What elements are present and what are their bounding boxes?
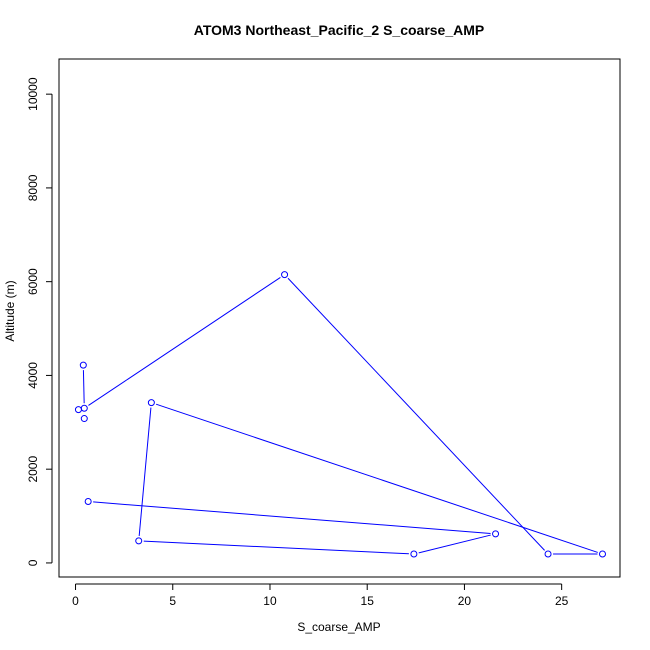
data-point — [492, 530, 500, 538]
y-axis: 0 2000 4000 6000 8000 10000 — [26, 77, 53, 566]
series-line-segment — [287, 277, 545, 551]
y-tick-label: 0 — [26, 559, 40, 566]
y-tick-label: 6000 — [26, 268, 40, 295]
series-line-segment — [155, 403, 598, 553]
data-point — [74, 406, 82, 414]
x-tick-label: 0 — [72, 594, 79, 608]
chart-title: ATOM3 Northeast_Pacific_2 S_coarse_AMP — [194, 22, 485, 38]
x-tick-label: 25 — [555, 594, 569, 608]
series-line-segment — [93, 501, 491, 534]
data-series — [74, 271, 606, 558]
x-tick-label: 10 — [263, 594, 277, 608]
data-point — [544, 550, 552, 558]
data-point — [281, 271, 289, 279]
series-line-segment — [82, 370, 85, 404]
x-axis-label: S_coarse_AMP — [297, 620, 380, 634]
series-line-segment — [88, 276, 281, 406]
data-point — [79, 361, 87, 369]
series-line-segment — [138, 407, 152, 536]
data-point — [80, 415, 88, 423]
x-axis: 0 5 10 15 20 25 — [72, 583, 569, 608]
x-tick-label: 15 — [361, 594, 375, 608]
x-tick-label: 5 — [169, 594, 176, 608]
y-tick-label: 2000 — [26, 456, 40, 483]
data-point — [135, 537, 143, 545]
data-point — [80, 404, 88, 412]
data-point — [410, 550, 418, 558]
data-point — [598, 550, 606, 558]
y-tick-label: 4000 — [26, 362, 40, 389]
plot-frame — [58, 58, 621, 578]
series-line-segment — [143, 540, 409, 555]
y-tick-label: 10000 — [26, 77, 40, 111]
y-tick-label: 8000 — [26, 174, 40, 201]
x-tick-label: 20 — [458, 594, 472, 608]
data-point — [147, 399, 155, 407]
data-point — [84, 498, 92, 506]
series-line-segment — [418, 534, 491, 554]
y-axis-label: Altitude (m) — [3, 280, 17, 341]
